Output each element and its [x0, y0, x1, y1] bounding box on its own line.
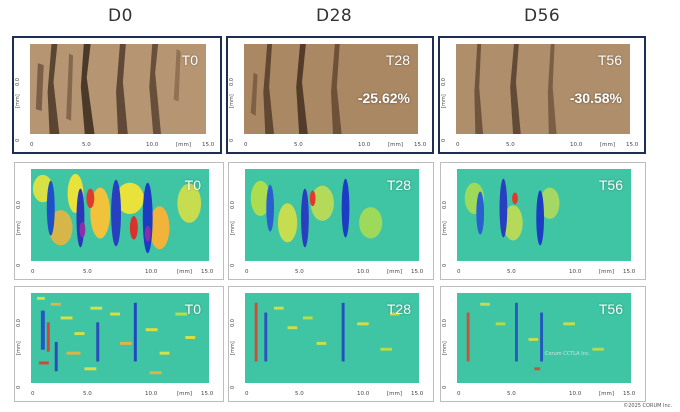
photo-panel-t28: 0.0 [mm] 0 T28 -25.62% 0 5.0 10.0 [mm] 1… — [226, 36, 434, 154]
time-label: T56 — [598, 301, 623, 317]
y-axis: 0.0 [mm] 0 — [229, 78, 235, 142]
color-map: T28 — [245, 293, 419, 383]
lowfreq-map-panel-t0: 0.0 [mm] 0 T0 0 5.0 10.0 [mm] 15.0 — [14, 162, 224, 280]
color-map: T0 — [31, 293, 209, 383]
y-axis: 0.0 [mm] 0 — [441, 78, 447, 142]
y-axis: 0.0 [mm] 0 — [16, 201, 22, 267]
skin-photo: T0 — [30, 44, 206, 134]
color-map: T0 — [31, 169, 209, 261]
color-map: T28 — [245, 169, 419, 261]
column-header-d28: D28 — [316, 6, 353, 26]
y-axis: 0.0 [mm] 0 — [230, 201, 236, 267]
column-header-d56: D56 — [524, 6, 561, 26]
x-axis: 0 5.0 10.0 [mm] 15.0 — [245, 391, 424, 397]
y-axis: 0.0 [mm] 0 — [442, 319, 448, 389]
x-axis: 0 5.0 10.0 [mm] 15.0 — [30, 142, 215, 148]
time-label: T56 — [597, 52, 622, 68]
y-axis: 0.0 [mm] 0 — [16, 319, 22, 389]
lowfreq-map-panel-t56: 0.0 [mm] 0 T56 0 5.0 10.0 [mm] 15.0 — [440, 162, 646, 280]
x-axis: 0 5.0 10.0 [mm] 15.0 — [244, 142, 427, 148]
x-axis: 0 5.0 10.0 [mm] 15.0 — [456, 142, 639, 148]
highfreq-map-panel-t0: 0.0 [mm] 0 T0 0 5.0 10.0 [mm] 15.0 — [14, 286, 224, 402]
skin-photo: T56 -30.58% — [456, 44, 630, 134]
time-label: T0 — [184, 301, 201, 317]
watermark: Corum CCTLA Inc. — [545, 351, 591, 357]
copyright-text: ©2025 CORUM Inc. — [623, 403, 672, 409]
highfreq-map-panel-t28: 0.0 [mm] 0 T28 0 5.0 10.0 [mm] 15.0 — [228, 286, 434, 402]
time-label: T28 — [386, 301, 411, 317]
time-label: T28 — [385, 52, 410, 68]
x-axis: 0 5.0 10.0 [mm] 15.0 — [245, 269, 424, 275]
color-map: T56 — [457, 169, 631, 261]
y-axis: 0.0 [mm] 0 — [442, 201, 448, 267]
x-axis: 0 5.0 10.0 [mm] 15.0 — [31, 269, 214, 275]
color-map: T56 Corum CCTLA Inc. — [457, 293, 631, 383]
time-label: T28 — [386, 177, 411, 193]
y-axis: 0.0 [mm] 0 — [15, 78, 21, 142]
x-axis: 0 5.0 10.0 [mm] 15.0 — [31, 391, 214, 397]
y-axis: 0.0 [mm] 0 — [230, 319, 236, 389]
time-label: T0 — [184, 177, 201, 193]
lowfreq-map-panel-t28: 0.0 [mm] 0 T28 0 5.0 10.0 [mm] 15.0 — [228, 162, 434, 280]
skin-photo: T28 -25.62% — [244, 44, 418, 134]
photo-panel-t0: 0.0 [mm] 0 T0 0 5.0 10.0 [mm] 15.0 — [12, 36, 222, 154]
column-header-d0: D0 — [108, 6, 133, 26]
photo-panel-t56: 0.0 [mm] 0 T56 -30.58% 0 5.0 10.0 [mm] 1… — [438, 36, 646, 154]
x-axis: 0 5.0 10.0 [mm] 15.0 — [457, 391, 636, 397]
time-label: T0 — [181, 52, 198, 68]
time-label: T56 — [598, 177, 623, 193]
highfreq-map-panel-t56: 0.0 [mm] 0 T56 Corum CCTLA Inc. 0 5.0 10… — [440, 286, 646, 402]
x-axis: 0 5.0 10.0 [mm] 15.0 — [457, 269, 636, 275]
percent-change: -30.58% — [569, 90, 622, 106]
percent-change: -25.62% — [357, 90, 410, 106]
